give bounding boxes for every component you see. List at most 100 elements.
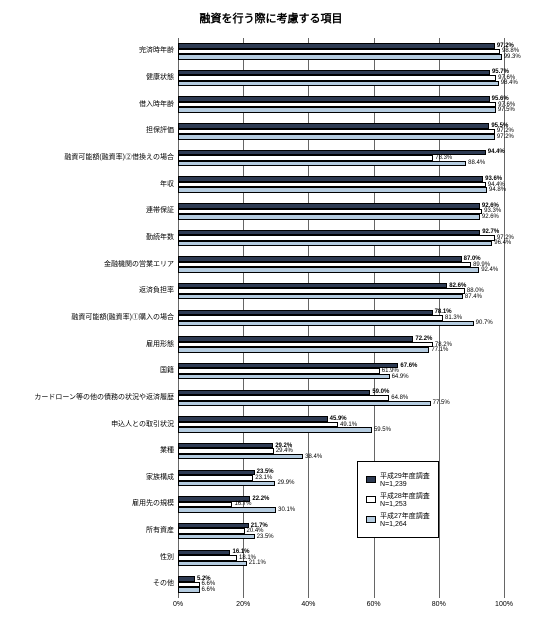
bar-group: 78.1%81.3%90.7% <box>178 306 504 330</box>
bar-value-label: 38.4% <box>303 454 322 460</box>
x-axis: 0%20%40%60%80%100% <box>178 601 504 613</box>
bar-group: 23.5%23.1%29.9% <box>178 466 504 490</box>
bar: 99.3% <box>178 54 502 60</box>
chart-container: 融資を行う際に考慮する項目 完済時年齢97.2%98.8%99.3%健康状態95… <box>0 0 542 640</box>
category-label: 融資可能額(融資率)②借換えの場合 <box>10 154 178 162</box>
bar: 29.9% <box>178 481 275 487</box>
legend-swatch <box>366 476 376 483</box>
bar: 88.4% <box>178 161 466 167</box>
bar-group: 94.4%78.3%88.4% <box>178 146 504 170</box>
legend-item: 平成27年度調査N=1,264 <box>366 511 430 528</box>
category-row: 性別16.1%18.1%21.1% <box>178 546 504 570</box>
x-tick-label: 100% <box>495 601 513 608</box>
bar-fill <box>178 321 474 327</box>
category-label: 所有資産 <box>10 527 178 535</box>
category-label: 申込人との取引状況 <box>10 421 178 429</box>
bar-group: 95.6%97.6%97.5% <box>178 93 504 117</box>
bar-group: 92.7%97.2%96.4% <box>178 226 504 250</box>
category-label: 返済負担率 <box>10 287 178 295</box>
bar-group: 72.2%78.2%77.1% <box>178 333 504 357</box>
category-row: 雇用形態72.2%78.2%77.1% <box>178 333 504 357</box>
category-label: 担保評価 <box>10 127 178 135</box>
category-row: その他5.2%6.6%6.6% <box>178 572 504 596</box>
bar-value-label: 90.7% <box>474 320 493 326</box>
category-label: 融資可能額(融資率)①購入の場合 <box>10 314 178 322</box>
bar-group: 59.0%64.8%77.5% <box>178 386 504 410</box>
x-tick-label: 0% <box>173 601 183 608</box>
bar-value-label: 97.5% <box>496 107 515 113</box>
bar: 6.6% <box>178 587 200 593</box>
category-label: 家族構成 <box>10 474 178 482</box>
bar-value-label: 92.6% <box>480 214 499 220</box>
category-label: 業種 <box>10 447 178 455</box>
bar-value-label: 92.4% <box>479 267 498 273</box>
bar-value-label: 64.9% <box>390 374 409 380</box>
category-row: 連帯保証92.6%93.3%92.6% <box>178 199 504 223</box>
bar-value-label: 67.6% <box>398 363 417 369</box>
legend-item: 平成29年度調査N=1,239 <box>366 471 430 488</box>
category-label: 健康状態 <box>10 74 178 82</box>
bar: 38.4% <box>178 454 303 460</box>
bar-value-label: 30.1% <box>276 507 295 513</box>
bar: 94.8% <box>178 187 487 193</box>
category-row: 勤続年数92.7%97.2%96.4% <box>178 226 504 250</box>
bar-fill <box>178 401 431 407</box>
category-row: 借入時年齢95.6%97.6%97.5% <box>178 93 504 117</box>
bar-group: 21.7%20.4%23.5% <box>178 519 504 543</box>
bar-group: 29.2%29.4%38.4% <box>178 439 504 463</box>
bar: 77.5% <box>178 401 431 407</box>
category-row: 完済時年齢97.2%98.8%99.3% <box>178 39 504 63</box>
category-row: 融資可能額(融資率)①購入の場合78.1%81.3%90.7% <box>178 306 504 330</box>
bar-fill <box>178 427 372 433</box>
bar: 64.9% <box>178 374 390 380</box>
bar-value-label: 23.5% <box>255 534 274 540</box>
bar: 30.1% <box>178 507 276 513</box>
bar: 21.1% <box>178 561 247 567</box>
bar-fill <box>178 187 487 193</box>
category-row: 年収93.6%94.4%94.8% <box>178 173 504 197</box>
category-row: 家族構成23.5%23.1%29.9% <box>178 466 504 490</box>
category-label: その他 <box>10 581 178 589</box>
bar-fill <box>178 374 390 380</box>
category-row: 申込人との取引状況45.9%49.1%59.5% <box>178 413 504 437</box>
bar-fill <box>178 347 429 353</box>
bar-group: 95.7%97.6%98.4% <box>178 66 504 90</box>
bar-fill <box>178 454 303 460</box>
bar-value-label: 94.8% <box>487 187 506 193</box>
bar-fill <box>178 81 499 87</box>
bar-value-label: 22.2% <box>250 496 269 502</box>
bar: 96.4% <box>178 241 492 247</box>
bar-fill <box>178 161 466 167</box>
category-row: 返済負担率82.6%88.0%87.4% <box>178 279 504 303</box>
bar-value-label: 94.4% <box>486 149 505 155</box>
category-row: 所有資産21.7%20.4%23.5% <box>178 519 504 543</box>
bar-fill <box>178 294 463 300</box>
bar-group: 5.2%6.6%6.6% <box>178 572 504 596</box>
bar: 97.5% <box>178 107 496 113</box>
category-label: 金融機関の営業エリア <box>10 261 178 269</box>
bar-fill <box>178 267 479 273</box>
bar: 92.4% <box>178 267 479 273</box>
legend-text: 平成27年度調査N=1,264 <box>380 511 430 528</box>
legend-item: 平成28年度調査N=1,253 <box>366 491 430 508</box>
category-label: 雇用形態 <box>10 341 178 349</box>
category-row: 健康状態95.7%97.6%98.4% <box>178 66 504 90</box>
bar-value-label: 77.5% <box>431 400 450 406</box>
bar-fill <box>178 561 247 567</box>
bar: 97.2% <box>178 134 495 140</box>
category-row: 雇用先の規模22.2%16.7%30.1% <box>178 492 504 516</box>
bar-group: 92.6%93.3%92.6% <box>178 199 504 223</box>
category-label: 年収 <box>10 181 178 189</box>
bar-rows: 完済時年齢97.2%98.8%99.3% 健康状態95.7%97.6%98.4% 借… <box>178 38 504 598</box>
category-row: 業種29.2%29.4%38.4% <box>178 439 504 463</box>
category-row: 金融機関の営業エリア87.0%89.9%92.4% <box>178 253 504 277</box>
x-tick-label: 40% <box>301 601 315 608</box>
category-row: 融資可能額(融資率)②借換えの場合94.4%78.3%88.4% <box>178 146 504 170</box>
bar: 92.6% <box>178 214 480 220</box>
category-label: カードローン等の他の債務の状況や返済履歴 <box>10 394 178 402</box>
bar-fill <box>178 507 276 513</box>
category-label: 勤続年数 <box>10 234 178 242</box>
bar: 87.4% <box>178 294 463 300</box>
bar-group: 95.5%97.2%97.2% <box>178 119 504 143</box>
bar-group: 87.0%89.9%92.4% <box>178 253 504 277</box>
